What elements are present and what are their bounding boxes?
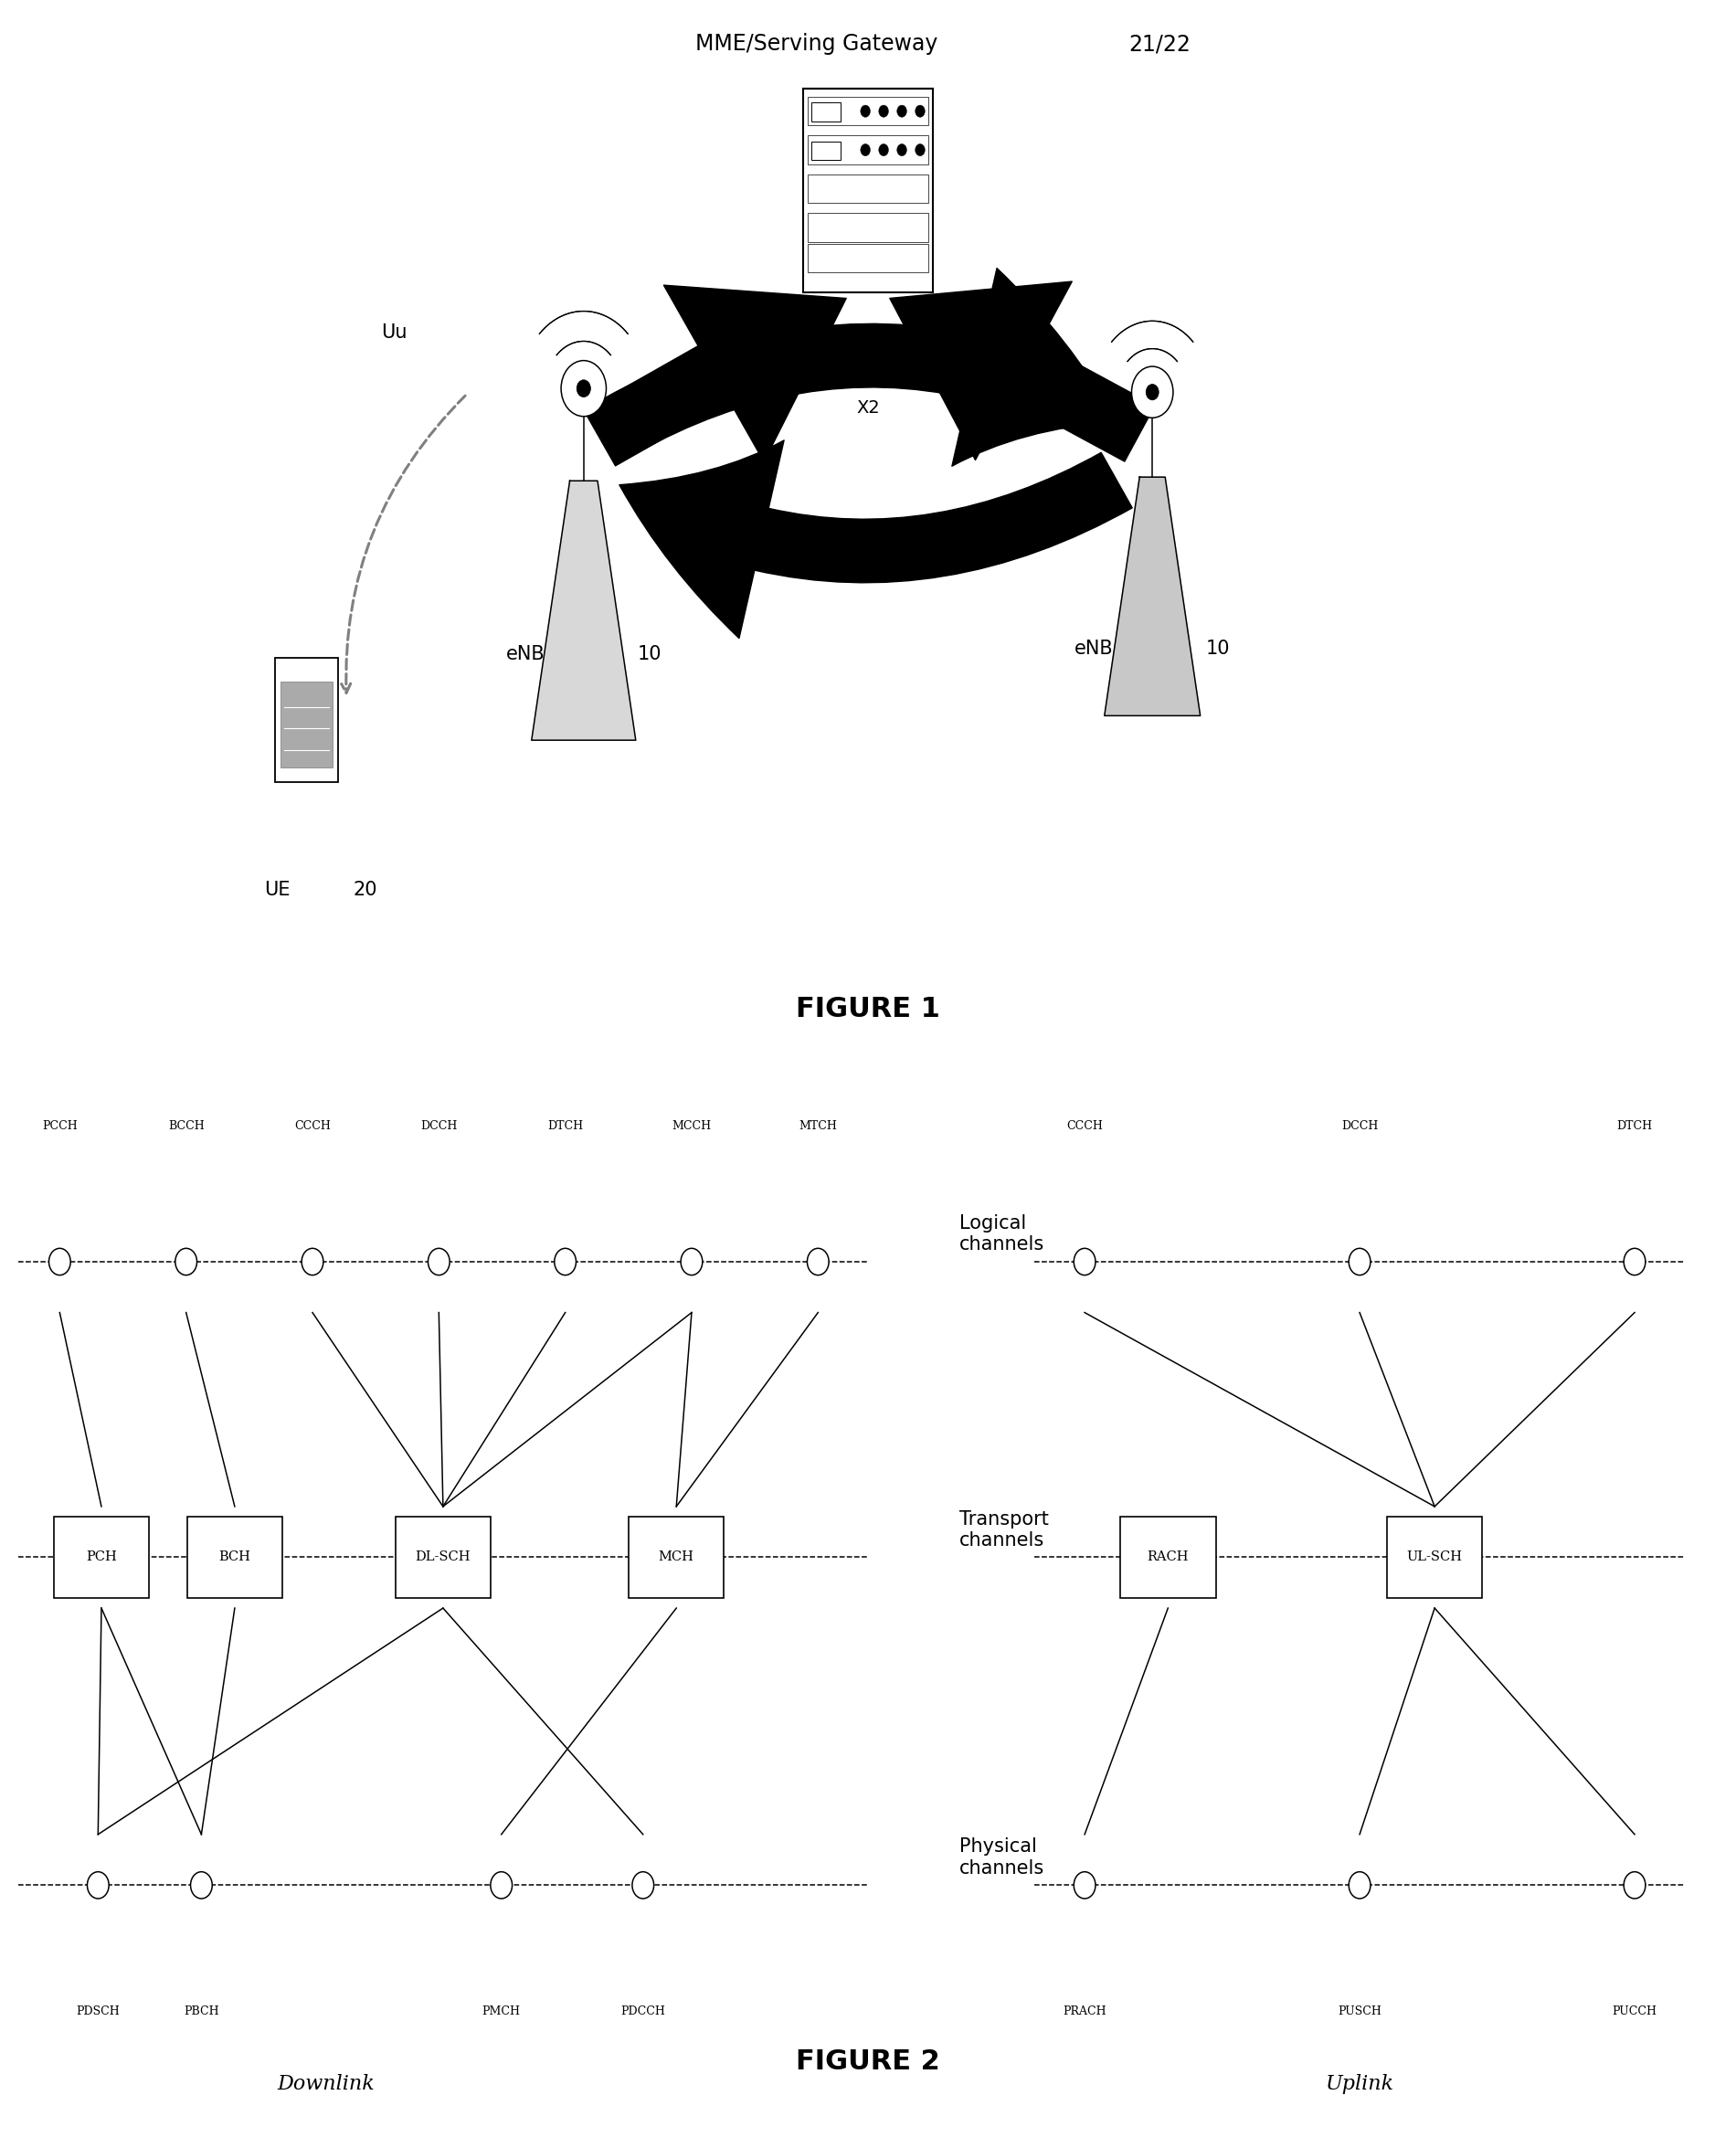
Text: Downlink: Downlink xyxy=(278,2073,375,2094)
Text: PUSCH: PUSCH xyxy=(1338,2006,1382,2017)
Text: Transport
channels: Transport channels xyxy=(960,1510,1049,1549)
Text: Logical
channels: Logical channels xyxy=(960,1214,1045,1254)
Circle shape xyxy=(1146,384,1158,400)
Circle shape xyxy=(915,144,925,157)
Text: S1-U: S1-U xyxy=(686,296,729,314)
Circle shape xyxy=(561,361,606,417)
Bar xyxy=(802,88,934,292)
Circle shape xyxy=(807,1248,828,1276)
Bar xyxy=(628,1516,724,1598)
Text: UL-SCH: UL-SCH xyxy=(1406,1551,1462,1564)
Circle shape xyxy=(898,144,906,157)
Text: Physical
channels: Physical channels xyxy=(960,1839,1045,1877)
Circle shape xyxy=(1075,1248,1095,1276)
Text: PMCH: PMCH xyxy=(483,2006,521,2017)
Text: 10: 10 xyxy=(637,644,661,664)
Text: CCCH: CCCH xyxy=(1066,1121,1102,1132)
Bar xyxy=(809,174,927,202)
Text: UE: UE xyxy=(264,881,290,900)
Text: DTCH: DTCH xyxy=(1616,1121,1653,1132)
Text: 21/22: 21/22 xyxy=(1128,32,1191,56)
Text: CCCH: CCCH xyxy=(295,1121,330,1132)
Bar xyxy=(811,103,840,120)
Circle shape xyxy=(554,1248,576,1276)
Text: PDSCH: PDSCH xyxy=(76,2006,120,2017)
Text: MCCH: MCCH xyxy=(672,1121,712,1132)
Polygon shape xyxy=(1104,477,1200,715)
Text: eNB: eNB xyxy=(505,644,545,664)
Bar xyxy=(809,245,927,273)
Text: Uplink: Uplink xyxy=(1325,2073,1394,2094)
Circle shape xyxy=(191,1871,212,1899)
Circle shape xyxy=(1349,1248,1370,1276)
Circle shape xyxy=(898,105,906,118)
Bar xyxy=(281,681,333,767)
Text: DCCH: DCCH xyxy=(420,1121,457,1132)
Text: PCH: PCH xyxy=(87,1551,116,1564)
Text: PRACH: PRACH xyxy=(1062,2006,1106,2017)
Text: S1-U: S1-U xyxy=(1007,296,1050,314)
Circle shape xyxy=(302,1248,323,1276)
Text: 20: 20 xyxy=(352,881,377,900)
Bar xyxy=(809,135,927,163)
Text: PDCCH: PDCCH xyxy=(621,2006,665,2017)
Text: BCCH: BCCH xyxy=(168,1121,205,1132)
Circle shape xyxy=(491,1871,512,1899)
Circle shape xyxy=(49,1248,71,1276)
Circle shape xyxy=(861,144,870,157)
Circle shape xyxy=(1623,1871,1646,1899)
Text: DL-SCH: DL-SCH xyxy=(415,1551,470,1564)
Bar xyxy=(811,142,840,159)
Text: FIGURE 1: FIGURE 1 xyxy=(795,997,941,1022)
Bar xyxy=(276,657,339,782)
Circle shape xyxy=(878,144,889,157)
Bar xyxy=(54,1516,149,1598)
Text: FIGURE 2: FIGURE 2 xyxy=(795,2049,941,2075)
Bar xyxy=(1387,1516,1483,1598)
Text: X2: X2 xyxy=(856,400,880,417)
Circle shape xyxy=(915,105,925,118)
Circle shape xyxy=(175,1248,196,1276)
Text: 10: 10 xyxy=(1207,640,1231,657)
Circle shape xyxy=(861,105,870,118)
Circle shape xyxy=(1075,1871,1095,1899)
Bar xyxy=(809,97,927,125)
Text: RACH: RACH xyxy=(1147,1551,1189,1564)
Text: MTCH: MTCH xyxy=(799,1121,837,1132)
Circle shape xyxy=(681,1248,703,1276)
Bar xyxy=(809,213,927,243)
Text: PUCCH: PUCCH xyxy=(1613,2006,1656,2017)
Text: MCH: MCH xyxy=(658,1551,694,1564)
Circle shape xyxy=(878,105,889,118)
Circle shape xyxy=(87,1871,109,1899)
Circle shape xyxy=(1623,1248,1646,1276)
Circle shape xyxy=(632,1871,654,1899)
Text: Uu: Uu xyxy=(380,324,406,342)
Circle shape xyxy=(429,1248,450,1276)
Bar xyxy=(396,1516,491,1598)
Text: MME/Serving Gateway: MME/Serving Gateway xyxy=(696,32,937,56)
Text: PBCH: PBCH xyxy=(184,2006,219,2017)
Circle shape xyxy=(576,380,590,397)
Bar xyxy=(1120,1516,1215,1598)
Circle shape xyxy=(1349,1871,1370,1899)
Text: PCCH: PCCH xyxy=(42,1121,78,1132)
Polygon shape xyxy=(531,481,635,741)
Text: eNB: eNB xyxy=(1075,640,1113,657)
Text: BCH: BCH xyxy=(219,1551,250,1564)
Text: DTCH: DTCH xyxy=(547,1121,583,1132)
Text: DCCH: DCCH xyxy=(1342,1121,1378,1132)
Bar xyxy=(187,1516,283,1598)
Circle shape xyxy=(1132,367,1174,419)
